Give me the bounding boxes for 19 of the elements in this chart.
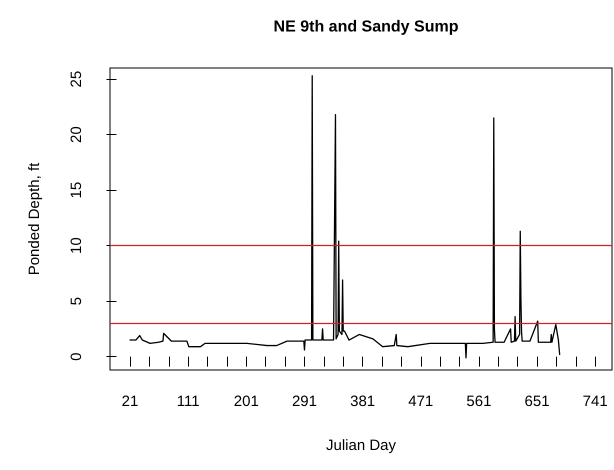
line-series bbox=[129, 75, 560, 358]
y-tick-label: 20 bbox=[68, 126, 85, 143]
y-tick-label: 10 bbox=[68, 237, 85, 254]
x-tick-label: 381 bbox=[350, 393, 376, 410]
y-tick-label: 5 bbox=[68, 296, 85, 306]
y-tick-label: 25 bbox=[68, 70, 85, 88]
x-tick-label: 741 bbox=[582, 393, 608, 410]
y-tick-label: 0 bbox=[68, 352, 85, 361]
x-tick-label: 561 bbox=[466, 393, 492, 410]
x-tick-label: 291 bbox=[292, 393, 317, 410]
x-tick-label: 111 bbox=[176, 393, 200, 410]
y-axis-title: Ponded Depth, ft bbox=[26, 162, 43, 276]
x-axis-title: Julian Day bbox=[326, 437, 397, 454]
x-tick-label: 21 bbox=[122, 393, 138, 410]
x-tick-label: 471 bbox=[408, 393, 434, 410]
y-tick-label: 15 bbox=[68, 182, 85, 198]
x-tick-label: 651 bbox=[524, 393, 550, 410]
x-tick-label: 201 bbox=[234, 393, 259, 410]
chart-title: NE 9th and Sandy Sump bbox=[274, 18, 459, 36]
